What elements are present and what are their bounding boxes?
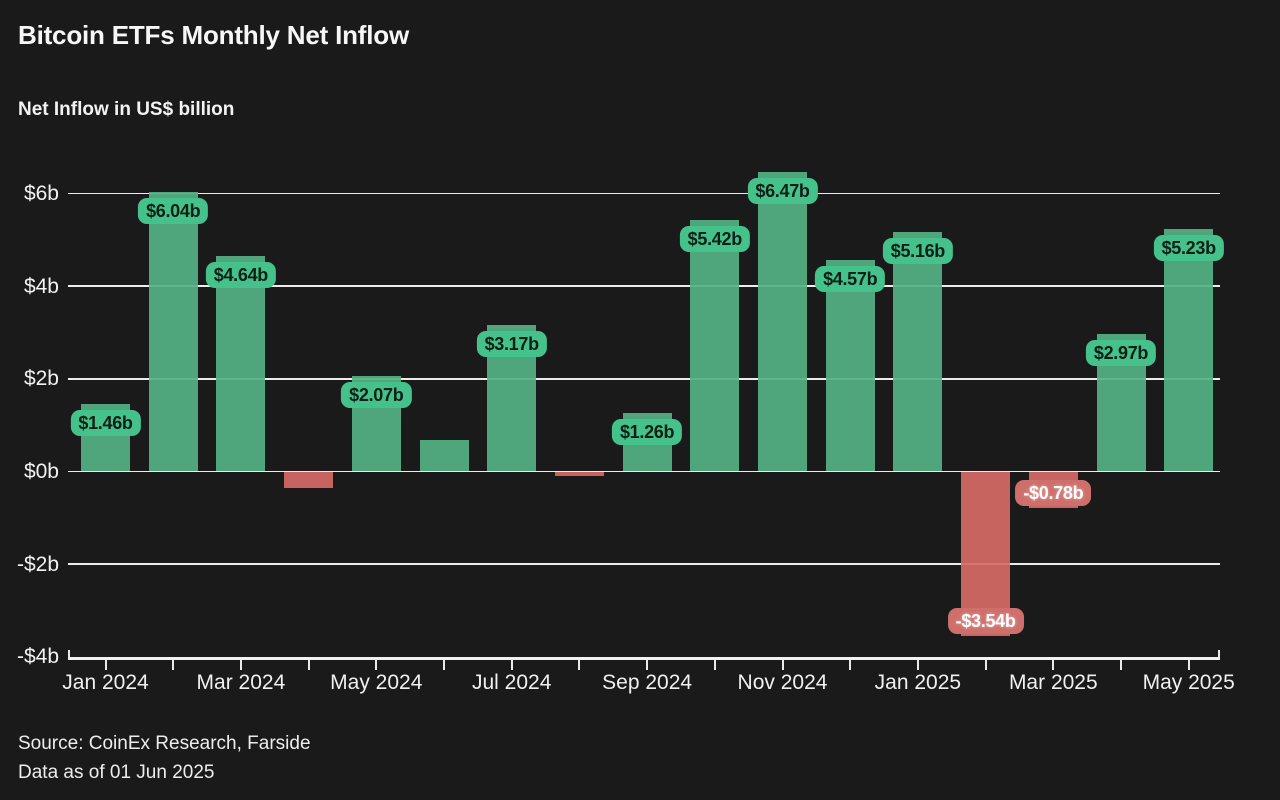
- x-tick-label: Sep 2024: [602, 671, 693, 694]
- x-tick: [781, 659, 784, 670]
- gridline: [68, 285, 1220, 287]
- chart-title: Bitcoin ETFs Monthly Net Inflow: [18, 20, 409, 50]
- bar-value-label: -$0.78b: [1015, 479, 1092, 506]
- gridline: [68, 563, 1220, 565]
- bar-value-label: -$3.54b: [947, 607, 1024, 634]
- bar-value-label: $5.16b: [882, 238, 954, 265]
- y-tick-label: $2b: [23, 367, 59, 391]
- x-tick-label: Jan 2025: [874, 671, 962, 694]
- x-axis-line: [68, 657, 1220, 660]
- x-tick-label: May 2024: [330, 671, 423, 694]
- bar-nov-2024: [758, 171, 807, 472]
- x-tick: [104, 659, 107, 670]
- x-tick-label: Jul 2024: [471, 671, 552, 694]
- bar-value-label: $2.07b: [341, 381, 412, 408]
- bar-value-label: $3.17b: [476, 330, 547, 357]
- bar-dec-2024: [825, 259, 875, 472]
- x-tick: [172, 659, 175, 670]
- x-tick: [510, 659, 513, 670]
- bar-value-label: $4.57b: [815, 265, 886, 292]
- data-as-of-line: Data as of 01 Jun 2025: [18, 762, 215, 783]
- bar-jan-2025: [893, 232, 943, 472]
- bar-value-label: $1.46b: [70, 409, 141, 436]
- x-tick: [375, 659, 378, 670]
- y-tick-label: $0b: [23, 460, 59, 483]
- bar-feb-2024: [148, 191, 198, 472]
- bar-value-label: $5.23b: [1153, 235, 1224, 262]
- bar-value-label: $4.64b: [205, 262, 277, 289]
- x-tick: [578, 659, 581, 670]
- x-tick-label: May 2025: [1142, 671, 1235, 694]
- gridline: [68, 378, 1220, 380]
- chart-subtitle: Net Inflow in US$ billion: [18, 99, 235, 120]
- x-tick: [239, 659, 242, 670]
- x-tick: [1120, 659, 1122, 670]
- bar-value-label: $5.42b: [679, 226, 750, 253]
- x-tick: [443, 659, 445, 670]
- y-tick-label: $4b: [23, 274, 59, 298]
- axis-end-cap: [68, 649, 70, 658]
- x-tick-label: Jan 2024: [62, 671, 149, 694]
- source-note: Source: CoinEx Research, Farside Data as…: [18, 729, 311, 787]
- gridline: [68, 192, 1220, 195]
- x-tick-label: Mar 2024: [196, 671, 286, 694]
- x-tick: [916, 659, 919, 670]
- y-tick-label: -$4b: [16, 645, 59, 669]
- source-line: Source: CoinEx Research, Farside: [18, 733, 311, 754]
- y-tick-label: $6b: [23, 181, 59, 205]
- x-tick: [713, 659, 716, 670]
- x-tick: [307, 659, 310, 670]
- bar-oct-2024: [690, 220, 740, 472]
- x-tick-label: Nov 2024: [737, 671, 828, 694]
- x-tick: [849, 659, 852, 670]
- bar-value-label: $2.97b: [1085, 339, 1157, 366]
- y-tick-label: -$2b: [16, 552, 59, 576]
- bar-value-label: $6.47b: [747, 177, 818, 204]
- gridline: [68, 470, 1220, 473]
- x-tick: [1052, 659, 1055, 670]
- axis-end-cap: [1218, 649, 1220, 658]
- bar-apr-2024: [284, 471, 334, 488]
- x-tick: [1187, 659, 1190, 670]
- bar-may-2025: [1164, 229, 1214, 472]
- bar-jun-2024: [419, 440, 469, 472]
- x-tick: [984, 659, 987, 670]
- bar-aug-2024: [554, 471, 604, 476]
- bar-value-label: $1.26b: [611, 419, 683, 446]
- x-tick: [646, 659, 649, 670]
- x-tick-label: Mar 2025: [1008, 671, 1098, 694]
- bar-mar-2024: [216, 256, 266, 472]
- bar-value-label: $6.04b: [138, 197, 209, 224]
